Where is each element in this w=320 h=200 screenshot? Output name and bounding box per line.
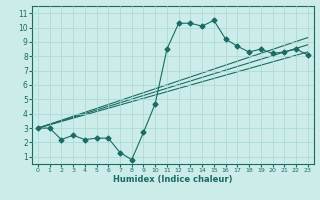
X-axis label: Humidex (Indice chaleur): Humidex (Indice chaleur) (113, 175, 233, 184)
